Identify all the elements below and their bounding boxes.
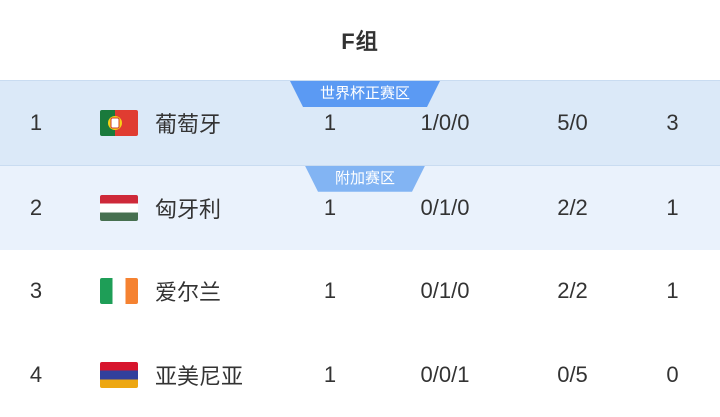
portugal-flag-icon (100, 109, 138, 136)
points-cell: 0 (666, 362, 679, 388)
team-cell: 匈牙利 (72, 192, 290, 224)
team-name: 匈牙利 (155, 196, 222, 222)
table-row-ireland[interactable]: 3 爱尔兰 1 0/1/0 2/2 1 (0, 249, 720, 334)
team-name: 葡萄牙 (155, 111, 222, 137)
rank-cell: 4 (29, 362, 43, 388)
armenia-flag-icon (100, 362, 138, 389)
team-name: 爱尔兰 (155, 280, 222, 306)
table-row-portugal[interactable]: 世界杯正赛区 1 葡萄牙 1 1/0/0 5/0 3 (0, 80, 720, 165)
team-cell: 葡萄牙 (72, 107, 290, 139)
table-row-hungary[interactable]: 附加赛区 2 匈牙利 1 0/1/0 2/2 1 (0, 164, 720, 250)
record-cell: 1/0/0 (420, 109, 470, 135)
group-title: F组 (341, 29, 379, 54)
record-cell: 0/1/0 (420, 278, 470, 304)
rank-cell: 2 (29, 194, 43, 220)
ireland-flag-icon (100, 278, 138, 305)
team-cell: 亚美尼亚 (72, 359, 290, 391)
goals-cell: 2/2 (557, 278, 588, 304)
record-cell: 0/1/0 (420, 194, 470, 220)
standings-table: 世界杯正赛区 1 葡萄牙 1 1/0/0 5/0 3 附加赛区 2 匈牙利 1 … (0, 80, 720, 417)
group-header: F组 (0, 0, 720, 80)
team-name: 亚美尼亚 (155, 364, 244, 390)
hungary-flag-icon (100, 194, 138, 221)
played-cell: 1 (323, 278, 337, 304)
played-cell: 1 (323, 362, 337, 388)
rank-cell: 1 (29, 109, 43, 135)
goals-cell: 5/0 (557, 109, 588, 135)
rank-cell: 3 (29, 278, 43, 304)
goals-cell: 0/5 (557, 362, 588, 388)
points-cell: 1 (666, 194, 679, 220)
playoff-zone-badge: 附加赛区 (305, 166, 425, 192)
table-row-armenia[interactable]: 4 亚美尼亚 1 0/0/1 0/5 0 (0, 333, 720, 417)
played-cell: 1 (323, 109, 337, 135)
record-cell: 0/0/1 (420, 362, 470, 388)
played-cell: 1 (323, 194, 337, 220)
team-cell: 爱尔兰 (72, 275, 290, 307)
goals-cell: 2/2 (557, 194, 588, 220)
points-cell: 1 (666, 278, 679, 304)
points-cell: 3 (666, 109, 679, 135)
world-cup-zone-badge: 世界杯正赛区 (290, 81, 440, 107)
portugal-emblem-icon (108, 115, 123, 130)
